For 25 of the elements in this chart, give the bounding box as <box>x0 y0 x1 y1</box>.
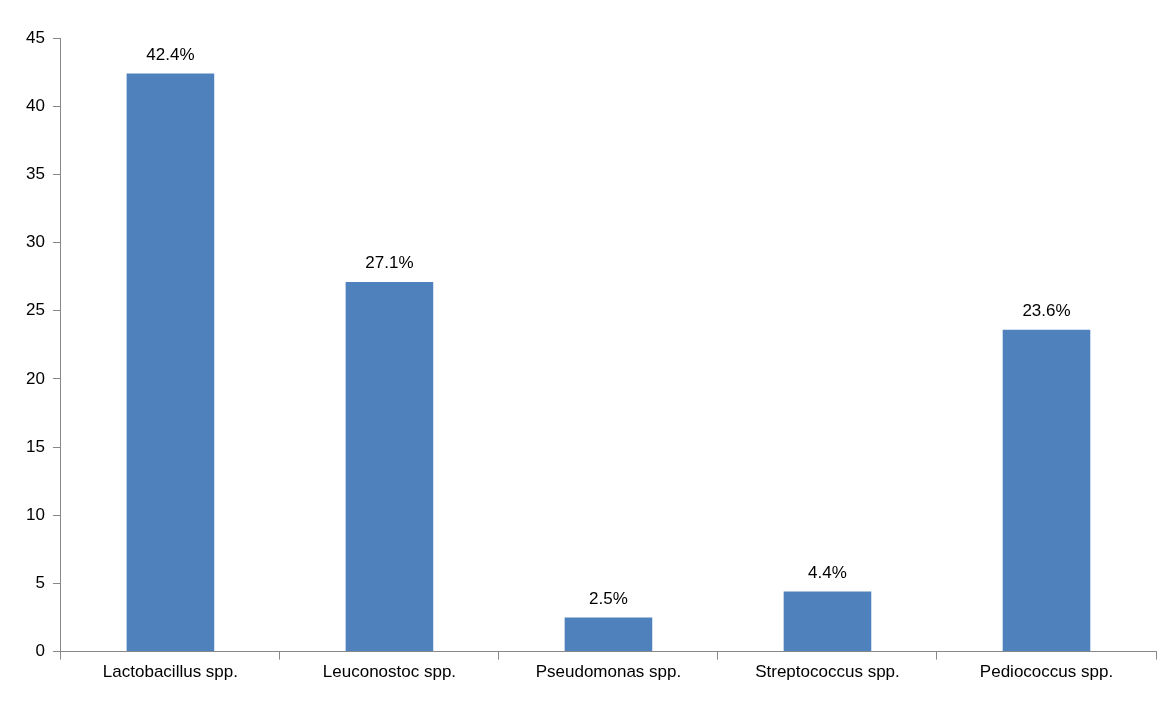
y-tick-label: 20 <box>25 368 45 388</box>
y-tick-label: 25 <box>25 300 45 320</box>
bar <box>783 591 872 652</box>
y-tick-label: 30 <box>25 232 45 252</box>
y-tick-label: 35 <box>25 164 45 184</box>
data-label: 42.4% <box>146 44 195 64</box>
data-label: 23.6% <box>1022 300 1071 320</box>
x-tick-label: Pseudomonas spp. <box>535 662 682 682</box>
data-label: 2.5% <box>589 588 628 608</box>
data-label: 27.1% <box>365 253 414 273</box>
data-label: 4.4% <box>808 562 847 582</box>
y-tick-label: 0 <box>35 641 45 661</box>
x-tick-label: Leuconostoc spp. <box>322 662 457 682</box>
y-tick-label: 15 <box>25 436 45 456</box>
bar <box>345 282 434 652</box>
x-tick-label: Lactobacillus spp. <box>102 662 238 682</box>
y-tick-label: 45 <box>25 27 45 47</box>
bar <box>126 73 215 652</box>
y-tick-label: 10 <box>25 504 45 524</box>
bar <box>1002 329 1091 652</box>
x-tick-label: Streptococcus spp. <box>755 662 900 682</box>
y-tick-label: 5 <box>35 573 45 593</box>
x-tick-label: Pediococcus spp. <box>979 662 1114 682</box>
y-tick-label: 40 <box>25 95 45 115</box>
bar <box>564 617 653 652</box>
